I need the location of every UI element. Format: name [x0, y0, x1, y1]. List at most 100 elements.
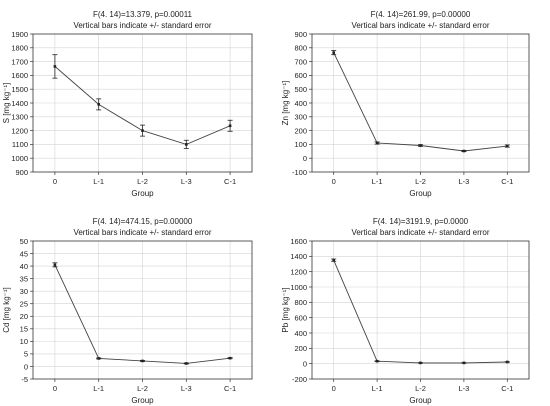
x-axis-label: Group	[131, 189, 154, 198]
y-tick-label: 50	[20, 237, 28, 246]
y-tick-label: 1200	[11, 126, 28, 135]
data-point	[462, 149, 466, 153]
data-point	[53, 65, 57, 68]
data-point	[375, 359, 379, 363]
y-tick-label: 1300	[11, 113, 28, 122]
data-point	[141, 359, 144, 363]
y-axis-label: Zn [mg kg⁻¹]	[281, 81, 290, 126]
y-tick-label: 400	[294, 99, 307, 108]
x-tick-label: L-2	[137, 177, 148, 186]
x-tick-label: L-2	[137, 384, 148, 393]
y-tick-label: -5	[21, 375, 28, 384]
chart-title: F(4. 14)=261.99, p=0.00000	[371, 10, 471, 19]
plot-frame	[311, 33, 530, 173]
y-tick-label: 0	[303, 359, 307, 368]
y-tick-label: 0	[24, 362, 28, 371]
chart-title: F(4. 14)=474.15, p=0.00000	[93, 217, 193, 226]
chart-panel: F(4. 14)=474.15, p=0.00000 Vertical bars …	[2, 217, 253, 405]
x-tick-label: L-3	[458, 177, 469, 186]
plot-frame	[32, 33, 253, 173]
data-point	[506, 360, 509, 364]
x-tick-label: L-3	[458, 384, 469, 393]
data-point	[506, 144, 509, 148]
y-tick-label: 300	[294, 113, 307, 122]
chart-subtitle: Vertical bars indicate +/- standard erro…	[73, 228, 211, 237]
y-tick-label: 400	[294, 329, 307, 338]
x-tick-label: C-1	[501, 177, 513, 186]
x-tick-label: L-1	[93, 177, 104, 186]
y-tick-label: 45	[20, 249, 28, 258]
data-point	[185, 362, 188, 365]
chart-panel: F(4. 14)=13.379, p=0.00011 Vertical bars …	[2, 10, 253, 198]
y-tick-label: 200	[294, 126, 307, 135]
chart-panel: F(4. 14)=3191.9, p=0.0000 Vertical bars i…	[281, 217, 530, 405]
plot-frame	[32, 240, 253, 380]
data-point	[97, 103, 100, 106]
x-tick-label: L-1	[372, 177, 383, 186]
x-tick-label: L-1	[372, 384, 383, 393]
x-tick-label: L-3	[181, 177, 192, 186]
data-point	[185, 143, 188, 146]
plot-frame	[311, 240, 530, 380]
x-tick-label: C-1	[224, 177, 236, 186]
x-tick-label: L-3	[181, 384, 192, 393]
y-axis-label: Pb [mg kg⁻¹]	[281, 287, 290, 332]
y-tick-label: 0	[303, 154, 307, 163]
y-tick-label: 15	[20, 325, 28, 334]
data-point	[332, 258, 335, 262]
chart-subtitle: Vertical bars indicate +/- standard erro…	[73, 21, 211, 30]
x-tick-label: C-1	[224, 384, 236, 393]
data-point	[97, 357, 100, 360]
y-tick-label: 1000	[11, 154, 28, 163]
data-point	[53, 263, 57, 267]
x-tick-label: 0	[53, 384, 57, 393]
data-point	[419, 144, 422, 147]
y-tick-label: 1400	[290, 252, 307, 261]
chart-subtitle: Vertical bars indicate +/- standard erro…	[351, 228, 489, 237]
y-tick-label: 1400	[11, 99, 28, 108]
chart-title: F(4. 14)=3191.9, p=0.0000	[373, 217, 469, 226]
y-tick-label: -100	[292, 168, 307, 177]
x-tick-label: 0	[332, 384, 336, 393]
y-tick-label: 25	[20, 300, 28, 309]
x-tick-label: L-2	[415, 177, 426, 186]
y-tick-label: 1800	[11, 44, 28, 53]
y-tick-label: 1100	[12, 140, 28, 149]
y-tick-label: 500	[294, 85, 307, 94]
y-tick-label: 1200	[290, 267, 307, 276]
y-tick-label: 800	[294, 298, 307, 307]
data-point	[375, 141, 379, 145]
y-tick-label: 800	[294, 44, 307, 53]
x-tick-label: L-2	[415, 384, 426, 393]
chart-title: F(4. 14)=13.379, p=0.00011	[93, 10, 193, 19]
y-tick-label: 20	[20, 312, 28, 321]
x-axis-label: Group	[409, 396, 432, 405]
y-tick-label: 600	[294, 313, 307, 322]
y-tick-label: -200	[292, 375, 307, 384]
x-tick-label: C-1	[501, 384, 513, 393]
y-tick-label: 5	[24, 350, 28, 359]
y-tick-label: 100	[294, 140, 307, 149]
y-tick-label: 40	[20, 262, 28, 271]
y-tick-label: 30	[20, 287, 28, 296]
y-axis-label: S [mg kg⁻¹]	[2, 83, 11, 124]
y-tick-label: 900	[294, 30, 307, 39]
data-point	[332, 51, 335, 54]
y-tick-label: 1900	[11, 30, 28, 39]
x-tick-label: 0	[332, 177, 336, 186]
y-tick-label: 700	[294, 57, 307, 66]
y-tick-label: 1000	[290, 283, 307, 292]
x-axis-label: Group	[131, 396, 154, 405]
y-tick-label: 900	[15, 168, 28, 177]
chart-subtitle: Vertical bars indicate +/- standard erro…	[351, 21, 489, 30]
y-tick-label: 600	[294, 71, 307, 80]
y-axis-label: Cd [mg kg⁻¹]	[2, 287, 11, 333]
y-tick-label: 1600	[290, 237, 307, 246]
y-tick-label: 1600	[11, 71, 28, 80]
data-point	[228, 124, 232, 128]
x-axis-label: Group	[409, 189, 432, 198]
data-point	[419, 361, 422, 365]
y-tick-label: 200	[294, 344, 307, 353]
y-tick-label: 35	[20, 274, 28, 283]
